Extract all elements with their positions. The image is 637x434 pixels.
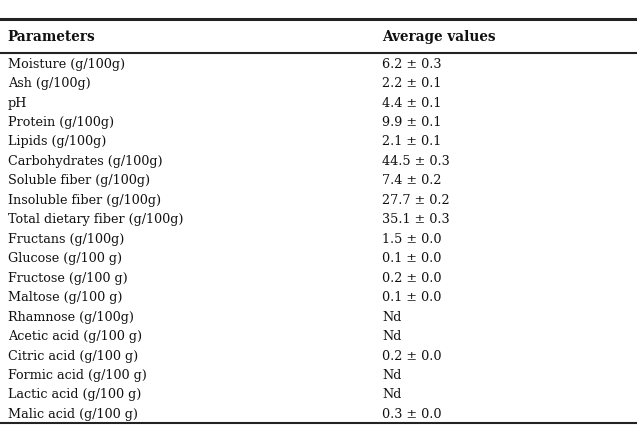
Text: 0.1 ± 0.0: 0.1 ± 0.0: [382, 290, 441, 303]
Text: Moisture (g/100g): Moisture (g/100g): [8, 57, 125, 70]
Text: 6.2 ± 0.3: 6.2 ± 0.3: [382, 57, 441, 70]
Text: 9.9 ± 0.1: 9.9 ± 0.1: [382, 116, 441, 129]
Text: Rhamnose (g/100g): Rhamnose (g/100g): [8, 310, 134, 323]
Text: Maltose (g/100 g): Maltose (g/100 g): [8, 290, 122, 303]
Text: 2.2 ± 0.1: 2.2 ± 0.1: [382, 77, 441, 90]
Text: 2.1 ± 0.1: 2.1 ± 0.1: [382, 135, 441, 148]
Text: 27.7 ± 0.2: 27.7 ± 0.2: [382, 194, 450, 206]
Text: 0.2 ± 0.0: 0.2 ± 0.0: [382, 271, 441, 284]
Text: Carbohydrates (g/100g): Carbohydrates (g/100g): [8, 155, 162, 168]
Text: Average values: Average values: [382, 30, 496, 44]
Text: Nd: Nd: [382, 329, 401, 342]
Text: Parameters: Parameters: [8, 30, 96, 44]
Text: Malic acid (g/100 g): Malic acid (g/100 g): [8, 407, 138, 420]
Text: 0.2 ± 0.0: 0.2 ± 0.0: [382, 349, 441, 362]
Text: Nd: Nd: [382, 368, 401, 381]
Text: Formic acid (g/100 g): Formic acid (g/100 g): [8, 368, 147, 381]
Text: Protein (g/100g): Protein (g/100g): [8, 116, 114, 129]
Text: 7.4 ± 0.2: 7.4 ± 0.2: [382, 174, 441, 187]
Text: 4.4 ± 0.1: 4.4 ± 0.1: [382, 96, 441, 109]
Text: Nd: Nd: [382, 388, 401, 401]
Text: 0.3 ± 0.0: 0.3 ± 0.0: [382, 407, 441, 420]
Text: Lipids (g/100g): Lipids (g/100g): [8, 135, 106, 148]
Text: Glucose (g/100 g): Glucose (g/100 g): [8, 252, 122, 265]
Text: Citric acid (g/100 g): Citric acid (g/100 g): [8, 349, 138, 362]
Text: Fructose (g/100 g): Fructose (g/100 g): [8, 271, 127, 284]
Text: 35.1 ± 0.3: 35.1 ± 0.3: [382, 213, 450, 226]
Text: Nd: Nd: [382, 310, 401, 323]
Text: Soluble fiber (g/100g): Soluble fiber (g/100g): [8, 174, 150, 187]
Text: 0.1 ± 0.0: 0.1 ± 0.0: [382, 252, 441, 265]
Text: Insoluble fiber (g/100g): Insoluble fiber (g/100g): [8, 194, 161, 206]
Text: Fructans (g/100g): Fructans (g/100g): [8, 232, 124, 245]
Text: Ash (g/100g): Ash (g/100g): [8, 77, 90, 90]
Text: 1.5 ± 0.0: 1.5 ± 0.0: [382, 232, 441, 245]
Text: Acetic acid (g/100 g): Acetic acid (g/100 g): [8, 329, 142, 342]
Text: 44.5 ± 0.3: 44.5 ± 0.3: [382, 155, 450, 168]
Text: pH: pH: [8, 96, 27, 109]
Text: Lactic acid (g/100 g): Lactic acid (g/100 g): [8, 388, 141, 401]
Text: Total dietary fiber (g/100g): Total dietary fiber (g/100g): [8, 213, 183, 226]
